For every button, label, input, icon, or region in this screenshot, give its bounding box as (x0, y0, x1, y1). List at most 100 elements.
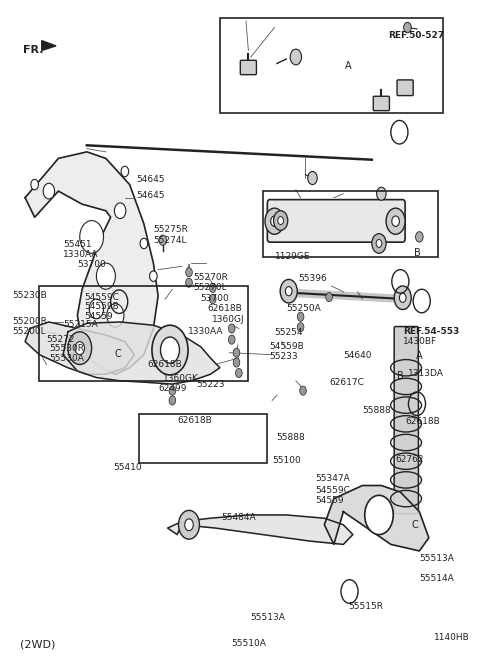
Circle shape (80, 221, 104, 253)
Circle shape (236, 369, 242, 378)
Text: 54640: 54640 (343, 351, 372, 361)
Circle shape (159, 235, 167, 246)
Circle shape (186, 267, 192, 277)
Text: 55270R: 55270R (193, 273, 228, 282)
Text: 62618B: 62618B (207, 304, 242, 313)
Circle shape (404, 22, 411, 33)
Text: 55530A: 55530A (49, 354, 84, 363)
Text: 62618B: 62618B (148, 360, 182, 369)
Text: 53700: 53700 (77, 260, 106, 269)
Text: 62617C: 62617C (329, 378, 364, 386)
Circle shape (68, 332, 92, 365)
Text: 55515R: 55515R (348, 602, 383, 611)
Circle shape (31, 179, 38, 190)
Text: 54559C: 54559C (315, 486, 350, 495)
FancyBboxPatch shape (373, 97, 389, 110)
Circle shape (233, 358, 240, 367)
Text: FR.: FR. (23, 45, 43, 55)
Polygon shape (168, 515, 353, 545)
Text: 54559C: 54559C (84, 292, 120, 302)
Text: 54559B: 54559B (270, 342, 304, 351)
Text: 55347A: 55347A (315, 474, 349, 484)
Circle shape (228, 335, 235, 344)
Circle shape (96, 263, 115, 289)
Circle shape (300, 386, 306, 396)
Text: B: B (414, 248, 420, 258)
Text: 1360GK: 1360GK (163, 374, 199, 383)
Text: A: A (416, 351, 423, 361)
Text: 1140HB: 1140HB (433, 633, 469, 642)
Circle shape (186, 278, 192, 287)
Circle shape (297, 323, 304, 332)
Text: 55272: 55272 (47, 335, 75, 344)
Circle shape (209, 283, 216, 292)
Text: 55888: 55888 (277, 433, 305, 442)
Circle shape (114, 203, 126, 219)
Text: 55530R: 55530R (49, 344, 84, 353)
Circle shape (43, 183, 55, 199)
Text: 55230B: 55230B (12, 291, 47, 300)
Circle shape (308, 171, 317, 185)
Circle shape (140, 238, 148, 249)
Text: 1430BF: 1430BF (403, 337, 437, 346)
Text: 62762: 62762 (396, 455, 424, 464)
Circle shape (286, 286, 292, 296)
Circle shape (185, 519, 193, 531)
Text: 55396: 55396 (298, 273, 327, 283)
Text: 55254: 55254 (275, 328, 303, 337)
Text: 54645: 54645 (137, 175, 165, 184)
Text: 54559: 54559 (84, 312, 113, 321)
Polygon shape (25, 152, 158, 374)
Text: 55100: 55100 (272, 456, 301, 465)
Bar (139, 413, 267, 463)
Bar (263, 191, 438, 256)
Text: 55513A: 55513A (420, 555, 454, 563)
Text: REF.50-527: REF.50-527 (388, 32, 444, 41)
Circle shape (365, 495, 393, 535)
Circle shape (107, 304, 124, 327)
Text: 1129GE: 1129GE (275, 252, 310, 261)
Text: REF.54-553: REF.54-553 (403, 327, 459, 336)
Text: 55888: 55888 (362, 406, 391, 415)
Circle shape (416, 232, 423, 242)
Circle shape (160, 337, 180, 363)
Circle shape (326, 292, 333, 302)
Text: 62618B: 62618B (177, 415, 212, 424)
Text: 55514A: 55514A (420, 574, 454, 583)
Circle shape (179, 510, 200, 539)
Circle shape (271, 216, 278, 227)
Circle shape (169, 386, 176, 396)
Text: 55233: 55233 (270, 352, 299, 361)
Circle shape (280, 279, 297, 303)
Text: 1330AA: 1330AA (188, 327, 223, 336)
Circle shape (297, 312, 304, 321)
Bar (39, 286, 248, 381)
Circle shape (394, 286, 411, 309)
Circle shape (265, 208, 284, 235)
Text: 55275R: 55275R (154, 225, 188, 234)
Circle shape (278, 217, 284, 225)
Polygon shape (324, 486, 429, 551)
Text: (2WD): (2WD) (20, 639, 56, 649)
Text: 1313DA: 1313DA (408, 369, 444, 378)
FancyBboxPatch shape (267, 200, 405, 242)
Circle shape (169, 396, 176, 405)
Text: 54559B: 54559B (84, 302, 119, 311)
Text: 55513A: 55513A (250, 613, 285, 622)
Text: 55510A: 55510A (231, 639, 266, 648)
Text: C: C (114, 349, 121, 359)
Text: 55274L: 55274L (154, 236, 187, 244)
Text: 55223: 55223 (196, 380, 225, 389)
Text: 1330AA: 1330AA (63, 250, 98, 259)
FancyBboxPatch shape (394, 327, 419, 514)
Circle shape (150, 271, 157, 281)
Text: 54645: 54645 (137, 191, 165, 200)
Circle shape (386, 208, 405, 235)
Text: C: C (411, 520, 418, 530)
FancyBboxPatch shape (397, 80, 413, 96)
Text: 55250A: 55250A (287, 304, 321, 313)
Text: B: B (397, 371, 404, 380)
Polygon shape (25, 322, 134, 374)
Circle shape (290, 49, 301, 65)
Polygon shape (63, 322, 220, 384)
